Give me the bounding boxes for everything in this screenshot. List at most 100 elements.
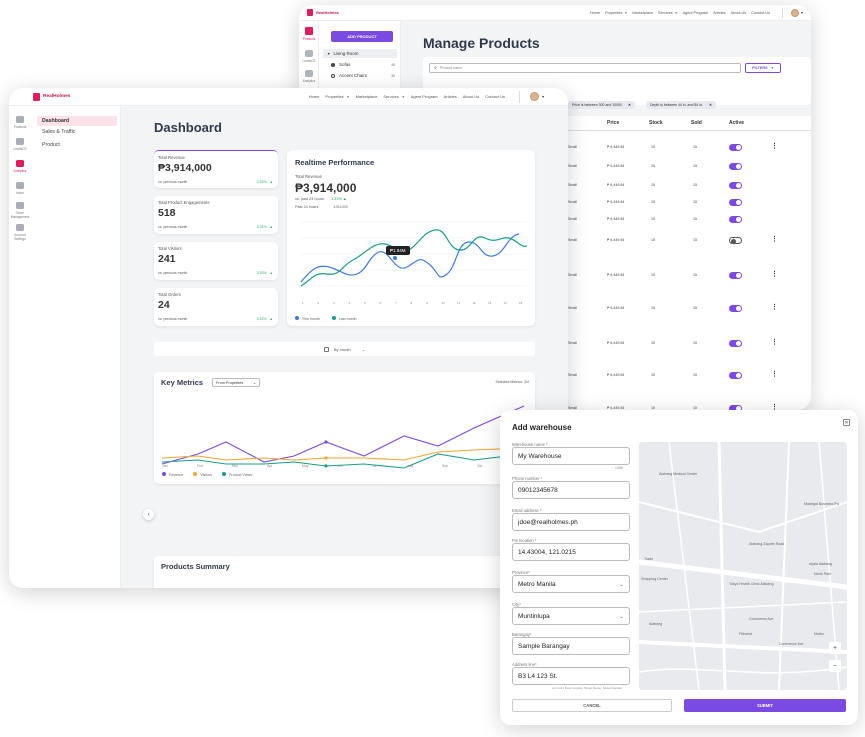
chevron-down-icon[interactable]: ▾	[800, 10, 803, 15]
nav-link-properties[interactable]: Properties	[605, 10, 623, 15]
active-toggle[interactable]	[729, 182, 742, 189]
nav-link-contact-us[interactable]: Contact Us	[485, 94, 505, 99]
realtime-vs: vs. past 24 hours 3.33% ▲	[295, 197, 347, 201]
table-row[interactable]: ber, Small ₱ 6,449.84 15 15 ⋮	[401, 339, 811, 349]
add-product-button[interactable]: ADD PRODUCT	[331, 31, 393, 42]
nav-link-home[interactable]: Home	[308, 94, 320, 99]
table-row[interactable]: ber, Small ₱ 6,449.84 15 15 ⋮	[401, 143, 811, 153]
active-toggle[interactable]	[729, 216, 742, 223]
more-options-icon[interactable]: ⋮	[771, 404, 778, 410]
nav-link-agent-program[interactable]: Agent Program	[682, 10, 709, 15]
change-value: 3.33%	[256, 271, 267, 275]
carousel-prev-button[interactable]: ‹	[143, 509, 154, 520]
category-accent-chairs[interactable]: Accent Chairs 39	[323, 71, 397, 80]
user-avatar[interactable]	[529, 92, 539, 101]
leads-icon[interactable]	[16, 138, 24, 145]
column-header-stock[interactable]: Stock	[649, 120, 663, 126]
column-header-sold[interactable]: Sold	[691, 120, 702, 126]
chevron-down-icon[interactable]: ▾	[541, 94, 544, 99]
brand-logo[interactable]: RealHolmes	[33, 92, 70, 101]
map-panel[interactable]: Alabang Medical Center Alabang-Zapote Roa…	[639, 442, 847, 690]
submit-button[interactable]: SUBMIT	[684, 699, 846, 712]
x-tick-label: 1	[302, 301, 304, 305]
active-toggle[interactable]	[729, 372, 742, 379]
more-options-icon[interactable]: ⋮	[771, 143, 778, 150]
subnav-sales-traffic[interactable]: Sales & Traffic	[42, 129, 76, 135]
nav-link-articles[interactable]: Articles	[713, 10, 726, 15]
active-toggle[interactable]	[729, 405, 742, 410]
table-row[interactable]: ber, Small ₱ 6,449.84 15 15	[401, 181, 811, 191]
category-living-room[interactable]: ▼ Living Room	[323, 49, 397, 58]
close-icon[interactable]: ✕	[628, 103, 631, 107]
nav-link-marketplace[interactable]: Marketplace	[355, 94, 378, 99]
active-toggle[interactable]	[729, 144, 742, 151]
more-options-icon[interactable]: ⋮	[771, 271, 778, 278]
subnav-dashboard[interactable]: Dashboard	[37, 116, 117, 126]
barangay-field[interactable]: Sample Barangay	[512, 637, 630, 655]
map-label: Commerce Ave	[749, 617, 774, 621]
x-tick-label: Jul	[372, 464, 377, 468]
more-options-icon[interactable]: ⋮	[771, 371, 778, 378]
zoom-out-button[interactable]: −	[829, 660, 841, 672]
search-input[interactable]: ⌕ Product name	[429, 63, 741, 73]
from-properties-dropdown[interactable]: From Properties ⌄	[212, 378, 260, 387]
active-toggle[interactable]	[729, 305, 742, 312]
table-row[interactable]: ber, Small ₱ 6,449.84 15 15	[401, 162, 811, 172]
email-address-field[interactable]: jdoe@realholmes.ph	[512, 513, 630, 531]
table-row[interactable]: ber, Small ₱ 6,449.84 15 15 ⋮	[401, 304, 811, 314]
nav-link-home[interactable]: Home	[589, 10, 601, 15]
analytics-icon[interactable]	[16, 160, 24, 167]
zoom-in-button[interactable]: +	[829, 642, 841, 654]
nav-link-about-us[interactable]: About Us	[462, 94, 480, 99]
pin-location-field[interactable]: 14.43004, 121.0215	[512, 543, 630, 561]
active-toggle[interactable]	[729, 340, 742, 347]
active-toggle[interactable]	[729, 199, 742, 206]
active-toggle[interactable]	[729, 272, 742, 279]
nav-link-services[interactable]: Services	[383, 94, 399, 99]
nav-link-articles[interactable]: Articles	[443, 94, 457, 99]
account-icon[interactable]	[16, 224, 24, 231]
more-options-icon[interactable]: ⋮	[771, 304, 778, 311]
close-icon[interactable]: ✕	[843, 419, 850, 426]
category-sofas[interactable]: Sofas 45	[323, 60, 397, 69]
analytics-icon[interactable]	[305, 70, 313, 77]
subnav-product[interactable]: Product	[42, 142, 60, 148]
close-icon[interactable]: ✕	[708, 103, 712, 107]
inbox-icon[interactable]	[16, 182, 24, 189]
by-month-selector[interactable]: By month ⌄	[154, 342, 535, 356]
cancel-button[interactable]: CANCEL	[512, 699, 672, 712]
nav-link-contact-us[interactable]: Contact Us	[751, 10, 770, 15]
user-avatar[interactable]	[790, 8, 799, 17]
table-row[interactable]: ber, Small ₱ 6,449.84 15 15	[401, 198, 811, 208]
nav-link-agent-program[interactable]: Agent Program	[410, 94, 438, 99]
brand-logo[interactable]: RealHolmes	[307, 9, 339, 16]
table-row[interactable]: ber, Small ₱ 6,449.84 15 15 ⋮	[401, 371, 811, 381]
column-header-price[interactable]: Price	[607, 120, 620, 126]
store-icon[interactable]	[16, 202, 24, 209]
warehouse-name-field[interactable]: My Warehouse	[512, 447, 630, 465]
nav-link-services[interactable]: Services	[658, 10, 673, 15]
active-toggle[interactable]	[729, 163, 742, 170]
address-line-field[interactable]: B3 L4 123 St.	[512, 667, 630, 685]
nav-link-properties[interactable]: Properties	[325, 94, 344, 99]
more-options-icon[interactable]: ⋮	[771, 236, 778, 243]
more-options-icon[interactable]: ⋮	[771, 339, 778, 346]
table-row[interactable]: ber, Small ₱ 6,449.84 15 15 ⋮	[401, 236, 811, 246]
leads-icon[interactable]	[305, 50, 313, 57]
products-icon[interactable]	[305, 27, 313, 35]
province-select[interactable]: Metro Manila ⌄	[512, 575, 630, 593]
phone-number-field[interactable]: 09012345678	[512, 481, 630, 499]
active-toggle[interactable]	[729, 237, 742, 244]
nav-link-marketplace[interactable]: Marketplace	[632, 10, 654, 15]
x-tick-label: Jun	[337, 464, 343, 468]
filters-button[interactable]: FILTERS ▼	[745, 63, 781, 73]
city-select[interactable]: Muntinlupa ⌄	[512, 607, 630, 625]
table-row[interactable]: ber, Small ₱ 6,449.84 15 15	[401, 215, 811, 225]
point-marker	[324, 464, 328, 468]
products-icon[interactable]	[16, 116, 24, 123]
column-header-active[interactable]: Active	[729, 120, 745, 126]
nav-link-about-us[interactable]: About Us	[730, 10, 747, 15]
table-row[interactable]: ber, Small ₱ 6,449.84 15 15 ⋮	[401, 404, 811, 410]
selected-metrics[interactable]: Selected Metrics: 3/4	[495, 380, 529, 384]
table-row[interactable]: ber, Small ₱ 6,449.84 15 15 ⋮	[401, 271, 811, 281]
